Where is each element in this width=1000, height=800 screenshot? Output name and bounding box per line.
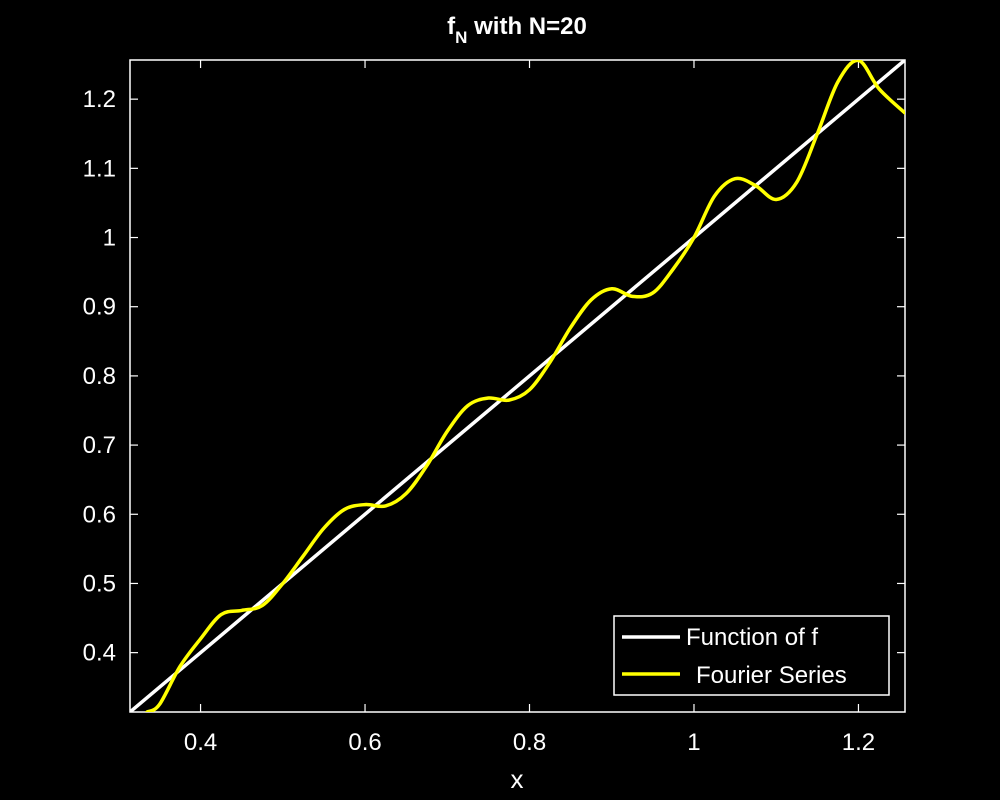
legend-label-fourier: Fourier Series	[696, 662, 847, 689]
x-tick-label: 0.6	[348, 729, 381, 756]
x-tick-label: 0.8	[513, 729, 546, 756]
x-axis-label: x	[511, 764, 524, 794]
chart-title-subscript: N	[455, 28, 467, 47]
series-line-function	[130, 60, 905, 712]
chart-title-main: f	[447, 13, 456, 40]
y-tick-label: 1	[103, 225, 116, 252]
y-tick-label: 1.1	[83, 155, 116, 182]
chart-title: fN with N=20	[447, 13, 587, 47]
y-tick-label: 0.7	[83, 432, 116, 459]
tick-labels: 0.4 0.6 0.8 1 1.2 0.4 0.5 0.6 0.7 0.8 0.9 1 1.1 1.2	[83, 86, 876, 756]
legend-label-function: Function of f	[686, 624, 818, 651]
legend: Function of f Fourier Series	[613, 615, 890, 696]
x-tick-label: 1.2	[842, 729, 875, 756]
y-tick-label: 0.6	[83, 501, 116, 528]
y-tick-label: 0.5	[83, 570, 116, 597]
legend-box	[613, 615, 890, 696]
chart-title-rest: with N=20	[467, 13, 586, 40]
y-tick-label: 1.2	[83, 86, 116, 113]
x-tick-label: 0.4	[184, 729, 217, 756]
y-tick-label: 0.9	[83, 294, 116, 321]
series-line-fourier	[145, 60, 905, 712]
y-tick-label: 0.4	[83, 640, 116, 667]
x-tick-label: 1	[687, 729, 700, 756]
series-lines	[130, 60, 905, 712]
y-tick-label: 0.8	[83, 363, 116, 390]
